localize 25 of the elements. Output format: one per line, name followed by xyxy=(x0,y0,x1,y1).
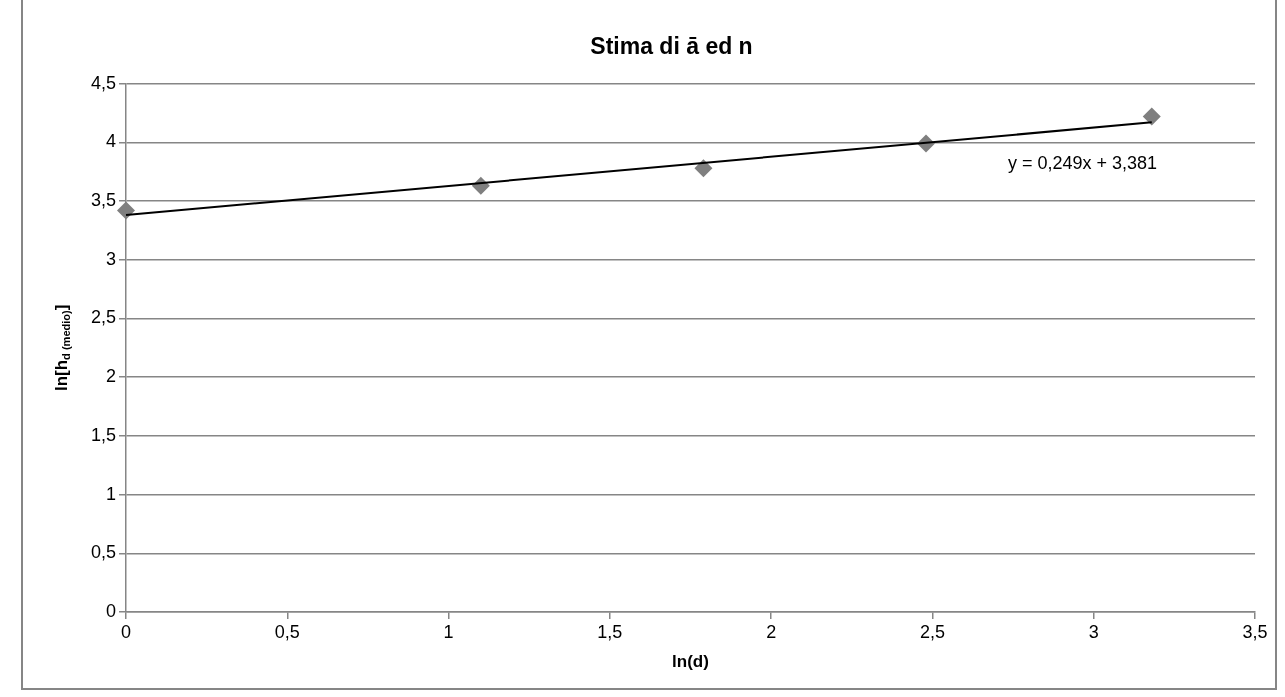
point xyxy=(117,201,136,220)
y-tick-label: 3,5 xyxy=(90,189,117,210)
x-tick-label: 2 xyxy=(766,621,777,642)
y-tick-label: 4,5 xyxy=(90,72,117,93)
y-tick-label: 1 xyxy=(106,483,117,504)
x-tick-label: 1,5 xyxy=(597,621,623,642)
y-tick-label: 2 xyxy=(106,366,117,387)
y-tick-label: 0 xyxy=(106,600,117,621)
y-tick-label: 0,5 xyxy=(90,542,117,563)
y-tick-label: 1,5 xyxy=(90,424,117,445)
x-tick-label: 3,5 xyxy=(1242,621,1268,642)
x-tick-label: 3 xyxy=(1088,621,1099,642)
y-tick-label: 3 xyxy=(106,248,117,269)
x-tick-label: 1 xyxy=(443,621,454,642)
point xyxy=(1142,107,1161,126)
x-axis-title: ln(d) xyxy=(672,652,709,672)
y-tick-label: 2,5 xyxy=(90,307,117,328)
y-tick-label: 4 xyxy=(106,131,117,152)
x-tick-label: 0 xyxy=(121,621,132,642)
point xyxy=(694,159,713,178)
x-tick-label: 2,5 xyxy=(919,621,945,642)
x-tick-label: 0,5 xyxy=(274,621,300,642)
annotation: y = 0,249x + 3,381 xyxy=(1008,152,1158,173)
y-axis-title: ln[hd (medio)] xyxy=(51,304,73,392)
chart-title: Stima di ā ed n xyxy=(590,33,753,60)
